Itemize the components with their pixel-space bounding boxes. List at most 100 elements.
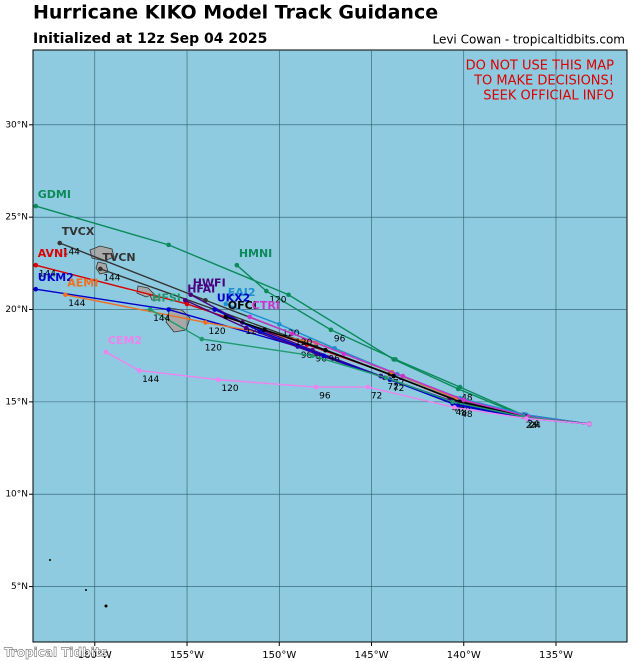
warning-line: DO NOT USE THIS MAP bbox=[466, 59, 615, 74]
hour-label: 120 bbox=[245, 327, 262, 337]
track-point bbox=[276, 321, 282, 327]
x-tick-label: 135°W bbox=[539, 650, 573, 661]
hour-label: 144 bbox=[142, 375, 159, 385]
track-point bbox=[184, 301, 190, 307]
track-point bbox=[400, 373, 406, 379]
series-label: UKM2 bbox=[38, 271, 74, 284]
track-point bbox=[57, 240, 63, 246]
hour-label: 48 bbox=[452, 405, 464, 415]
y-tick-label: 5°N bbox=[11, 582, 28, 592]
track-point bbox=[33, 286, 39, 292]
hour-label: 24 bbox=[526, 421, 538, 431]
hour-label: 96 bbox=[301, 351, 313, 361]
hour-label: 48 bbox=[461, 393, 473, 403]
y-tick-label: 15°N bbox=[5, 397, 28, 407]
y-tick-label: 10°N bbox=[5, 490, 28, 500]
track-point bbox=[341, 351, 347, 357]
series-label: CTRI bbox=[252, 299, 280, 312]
x-tick-label: 160°W bbox=[78, 650, 112, 661]
track-point bbox=[289, 331, 295, 336]
x-tick-label: 155°W bbox=[170, 650, 204, 661]
track-point bbox=[461, 397, 467, 403]
series-label: GDMI bbox=[38, 188, 71, 201]
watermark: Tropical Tidbits bbox=[4, 646, 108, 660]
chart-title: Hurricane KIKO Model Track Guidance bbox=[33, 2, 438, 24]
series-label: HMNI bbox=[239, 247, 272, 260]
tracks: 48GDMI96120HMNI2448144TVCX72144AVNI144TV… bbox=[33, 188, 592, 431]
hour-label: 96 bbox=[328, 355, 340, 365]
track-point bbox=[455, 403, 461, 408]
hour-label: 72 bbox=[371, 392, 382, 402]
hour-label: 144 bbox=[63, 248, 80, 258]
series-label: HFAI bbox=[187, 282, 215, 295]
hour-label: 120 bbox=[269, 296, 286, 306]
hour-label: 120 bbox=[295, 338, 312, 348]
track-point bbox=[136, 368, 142, 373]
track-point bbox=[383, 375, 389, 381]
track-point bbox=[262, 327, 267, 333]
grid bbox=[33, 50, 627, 642]
series-label: AEMI bbox=[67, 277, 98, 290]
track-point bbox=[166, 242, 171, 248]
hour-label: 24 bbox=[529, 421, 541, 431]
track-point bbox=[391, 373, 396, 379]
hour-label: 144 bbox=[103, 273, 120, 283]
track-point bbox=[223, 301, 229, 307]
track-point bbox=[258, 329, 264, 334]
hour-label: 72 bbox=[393, 384, 404, 394]
track-point bbox=[166, 307, 171, 312]
hour-label: 144 bbox=[68, 299, 85, 309]
track-point bbox=[524, 416, 529, 421]
hour-label: 48 bbox=[456, 408, 468, 418]
track-point bbox=[365, 384, 371, 390]
track-point bbox=[33, 203, 39, 209]
track-point bbox=[216, 377, 221, 383]
hour-label: 120 bbox=[208, 327, 225, 337]
series-label: HWFI bbox=[193, 277, 226, 290]
hour-label: 144 bbox=[39, 270, 56, 280]
series-label: TVCX bbox=[62, 225, 95, 238]
hour-label: 96 bbox=[319, 392, 331, 402]
track-point bbox=[103, 349, 109, 355]
axes: 160°W 155°W 150°W 145°W 140°W 135°W 5°N 10°N 15°… bbox=[5, 120, 573, 661]
x-tick-label: 145°W bbox=[355, 650, 389, 661]
warning-line: TO MAKE DECISIONS! bbox=[473, 74, 614, 89]
hour-label: 48 bbox=[459, 403, 471, 413]
hour-label: 24 bbox=[528, 419, 540, 429]
track-point bbox=[98, 266, 103, 272]
hour-label: 48 bbox=[461, 410, 473, 420]
hour-label: 96 bbox=[334, 334, 346, 344]
track-point bbox=[328, 327, 334, 333]
warning-line: SEEK OFFICIAL INFO bbox=[483, 89, 614, 104]
track-point bbox=[247, 314, 253, 320]
track-point bbox=[199, 336, 205, 342]
hour-label: 144 bbox=[153, 314, 170, 324]
track-point bbox=[62, 292, 68, 298]
track-point bbox=[313, 384, 319, 390]
x-tick-label: 150°W bbox=[262, 650, 296, 661]
track-point bbox=[147, 307, 153, 312]
track-point bbox=[450, 399, 455, 405]
track-point bbox=[33, 262, 39, 268]
track-point bbox=[264, 288, 269, 294]
hour-label: 120 bbox=[221, 384, 238, 394]
series-label: UKX2 bbox=[217, 292, 251, 305]
credit: Levi Cowan - tropicaltidbits.com bbox=[432, 33, 625, 47]
track-point bbox=[323, 347, 328, 353]
chart-subtitle: Initialized at 12z Sep 04 2025 bbox=[33, 31, 267, 47]
track-point bbox=[586, 421, 592, 427]
track-point bbox=[212, 307, 218, 312]
track-point bbox=[286, 292, 291, 298]
track-point bbox=[457, 384, 463, 390]
series-label: CEM2 bbox=[108, 334, 142, 347]
track-point bbox=[203, 320, 208, 325]
track-point bbox=[182, 297, 188, 303]
track-point bbox=[310, 353, 315, 358]
series-label: AVNI bbox=[38, 247, 68, 260]
track-point bbox=[234, 262, 240, 268]
track-point bbox=[243, 325, 249, 331]
series-label: TVCN bbox=[102, 251, 135, 264]
x-tick-label: 140°W bbox=[447, 650, 481, 661]
